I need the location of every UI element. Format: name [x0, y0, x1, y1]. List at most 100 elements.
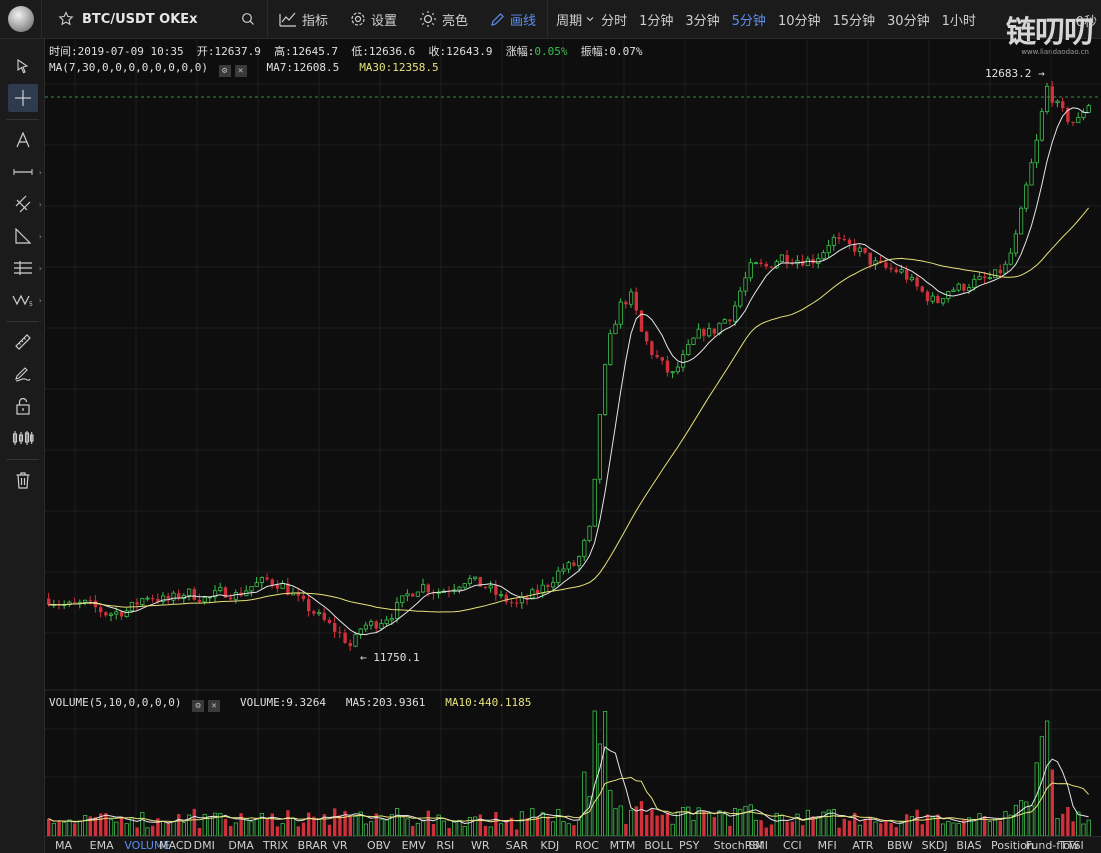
indicator-tab-mtm[interactable]: MTM	[609, 838, 636, 852]
candle-body	[1081, 111, 1086, 119]
ma7-value: MA7:12608.5	[266, 61, 340, 74]
search-icon[interactable]	[241, 12, 255, 26]
indicator-tab-brar[interactable]: BRAR	[297, 838, 328, 852]
ma-settings-icon[interactable]: ⚙	[218, 65, 231, 77]
candle-body	[384, 619, 389, 624]
period-option[interactable]: 1小时	[941, 13, 976, 29]
volume-bar	[363, 823, 369, 836]
indicator-tab-mfi[interactable]: MFI	[817, 838, 837, 852]
symbol-name: BTC/USDT OKEx	[82, 11, 198, 27]
indicator-tab-vr[interactable]: VR	[332, 838, 348, 852]
indicator-tab-dmi[interactable]: DMI	[193, 838, 215, 852]
symbol-selector[interactable]: BTC/USDT OKEx	[42, 0, 268, 39]
wave-tool[interactable]: 5 ›	[0, 285, 45, 315]
period-option[interactable]: 5分钟	[731, 13, 766, 29]
cursor-tool[interactable]	[0, 51, 45, 81]
volume-bar	[1013, 804, 1019, 836]
indicator-tab-bias[interactable]: BIAS	[956, 838, 982, 852]
candle-body	[967, 287, 972, 292]
volume-bar	[967, 817, 972, 836]
indicator-tab-dma[interactable]: DMA	[228, 838, 254, 852]
indicator-tab-cci[interactable]: CCI	[783, 838, 802, 852]
trend-lines-icon	[15, 195, 30, 213]
candle-body	[894, 269, 898, 273]
theme-toggle-button[interactable]: 亮色	[408, 0, 479, 39]
candle-body	[686, 344, 691, 356]
candles-tool[interactable]	[0, 423, 45, 453]
period-option[interactable]: 分时	[601, 13, 628, 29]
indicator-tab-emv[interactable]: EMV	[401, 838, 426, 852]
indicator-tab-atr[interactable]: ATR	[852, 838, 874, 852]
volume-bar	[447, 828, 451, 836]
volume-bar	[863, 819, 867, 836]
candle-body	[722, 319, 727, 324]
period-option[interactable]: 1分钟	[639, 13, 674, 29]
volume-bar	[748, 804, 753, 836]
candle-body	[515, 602, 519, 604]
indicator-tab-ttsi[interactable]: TTSI	[1060, 838, 1084, 852]
triangle-tool[interactable]: ›	[0, 221, 45, 251]
volume-bar	[920, 824, 924, 836]
indicator-tab-sar[interactable]: SAR	[505, 838, 529, 852]
volume-settings-icon[interactable]: ⚙	[192, 700, 205, 712]
period-option[interactable]: 30分钟	[887, 13, 930, 29]
delete-tool[interactable]	[0, 465, 45, 495]
indicator-tab-obv[interactable]: OBV	[367, 838, 391, 852]
volume-bar	[504, 821, 508, 836]
indicator-tab-volume[interactable]: VOLUME	[124, 838, 171, 852]
candle-body	[899, 269, 904, 273]
candle-body	[229, 597, 233, 600]
volume-bar	[837, 827, 841, 836]
price-chart[interactable]	[45, 39, 1101, 836]
ohlc-info: 时间:2019-07-09 10:35 开:12637.9 高:12645.7 …	[49, 43, 643, 59]
settings-button[interactable]: 设置	[339, 0, 408, 39]
candle-body	[738, 290, 743, 307]
lock-tool[interactable]	[0, 391, 45, 421]
draw-button[interactable]: 画线	[479, 0, 547, 39]
volume-bar	[546, 816, 550, 836]
parallel-lines-tool[interactable]: ›	[0, 253, 45, 283]
indicator-tab-psy[interactable]: PSY	[679, 838, 700, 852]
candle-body	[338, 631, 342, 633]
indicator-tab-ema[interactable]: EMA	[89, 838, 114, 852]
star-icon[interactable]	[58, 11, 74, 27]
period-option[interactable]: 15分钟	[832, 13, 876, 29]
indicator-tab-position[interactable]: Position	[991, 838, 1034, 852]
horizontal-line-tool[interactable]: ›	[0, 157, 45, 187]
indicator-tab-smi[interactable]: SMI	[748, 838, 769, 852]
volume-bar	[343, 811, 347, 836]
chevron-down-icon	[586, 17, 594, 22]
indicator-tab-skdj[interactable]: SKDJ	[921, 838, 948, 852]
indicator-tab-roc[interactable]: ROC	[575, 838, 599, 852]
volume-close-icon[interactable]: ✕	[208, 700, 221, 712]
indicators-button[interactable]: 指标	[268, 0, 339, 39]
trend-lines-tool[interactable]: ›	[0, 189, 45, 219]
volume-bar	[145, 827, 150, 836]
indicator-tab-macd[interactable]: MACD	[159, 838, 192, 852]
period-option[interactable]: 10分钟	[777, 13, 821, 29]
lock-icon	[15, 397, 30, 415]
indicator-tab-fund-flow[interactable]: Fund-flow	[1025, 838, 1079, 852]
indicator-tab-boll[interactable]: BOLL	[644, 838, 673, 852]
indicator-tab-wr[interactable]: WR	[471, 838, 490, 852]
candle-body	[769, 266, 774, 268]
indicator-tab-trix[interactable]: TRIX	[263, 838, 289, 852]
ohlc-change-value: 0.05%	[534, 45, 568, 58]
ruler-tool[interactable]	[0, 327, 45, 357]
ma-close-icon[interactable]: ✕	[234, 65, 247, 77]
indicator-tab-kdj[interactable]: KDJ	[540, 838, 560, 852]
volume-bar	[842, 818, 846, 836]
indicator-tab-bbw[interactable]: BBW	[887, 838, 913, 852]
indicator-tab-ma[interactable]: MA	[55, 838, 73, 852]
brush-tool[interactable]	[0, 359, 45, 389]
app-logo[interactable]	[0, 0, 42, 39]
volume-bar	[774, 812, 779, 836]
crosshair-tool[interactable]	[0, 83, 45, 113]
period-dropdown[interactable]: 周期	[548, 0, 595, 39]
volume-bar	[899, 821, 904, 836]
indicator-tab-rsi[interactable]: RSI	[436, 838, 455, 852]
text-tool[interactable]	[0, 125, 45, 155]
period-option[interactable]: 3分钟	[685, 13, 720, 29]
volume-bar	[254, 818, 259, 836]
indicator-tab-stochrsi[interactable]: StochRSI	[713, 838, 763, 852]
